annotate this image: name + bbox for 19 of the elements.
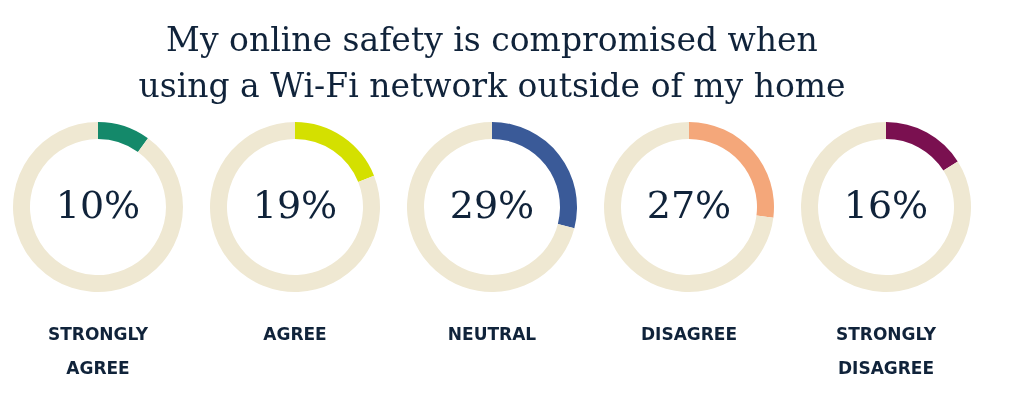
data-label: 16% <box>843 183 929 227</box>
data-label: 10% <box>55 183 141 227</box>
donut-slice <box>801 122 971 292</box>
text: STRONGLY DISAGREE <box>835 324 937 378</box>
donut-slice <box>210 122 380 292</box>
donut-slice <box>407 122 575 292</box>
text: NEUTRAL <box>447 324 537 344</box>
text: STRONGLY AGREE <box>47 324 149 378</box>
donut-slice <box>604 122 774 292</box>
text: My online safety is compromised when using a Wi-Fi network outside of my home <box>138 20 846 105</box>
donut-slice <box>295 122 375 182</box>
donut-slice <box>886 122 958 171</box>
data-label: 27% <box>646 183 732 227</box>
donut-slice <box>98 122 148 152</box>
donut-slice <box>13 122 183 292</box>
text: AGREE <box>263 324 327 344</box>
data-label: 29% <box>449 183 535 227</box>
text: DISAGREE <box>640 324 738 344</box>
data-label: 19% <box>252 183 338 227</box>
